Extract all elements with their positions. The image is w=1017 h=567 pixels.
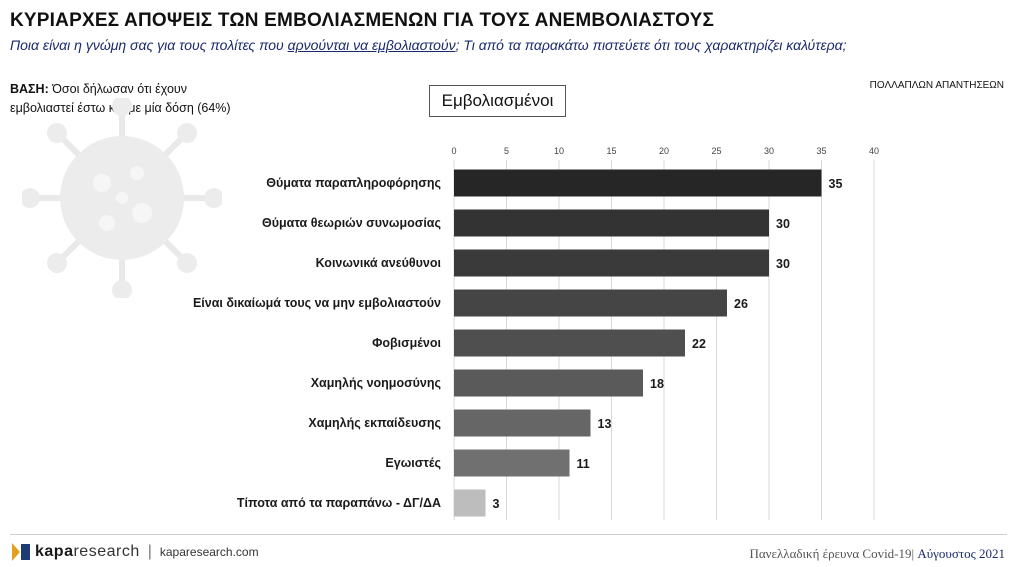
base-line1: Όσοι δήλωσαν ότι έχουν [48,82,188,96]
footer-divider [10,534,1007,535]
page-title: ΚΥΡΙΑΡΧΕΣ ΑΠΟΨΕΙΣ ΤΩΝ ΕΜΒΟΛΙΑΣΜΕΝΩΝ ΓΙΑ … [10,10,715,31]
virus-watermark-icon [22,98,222,298]
data-label: 13 [598,417,612,431]
survey-footer: Πανελλαδική έρευνα Covid-19| Αύγουστος 2… [749,546,1005,562]
x-tick-label: 10 [554,146,564,156]
question-subtitle: Ποια είναι η γνώμη σας για τους πολίτες … [10,37,847,53]
data-label: 30 [776,217,790,231]
bar [454,329,685,357]
category-label: Θύματα θεωριών συνωμοσίας [262,216,441,230]
x-tick-label: 20 [659,146,669,156]
subtitle-underlined: αρνούνται να εμβολιαστούν [287,37,456,53]
multiple-answers-note: ΠΟΛΛΑΠΛΩΝ ΑΠΑΝΤΗΣΕΩΝ [869,80,1004,91]
data-label: 30 [776,257,790,271]
x-tick-label: 15 [606,146,616,156]
base-label: ΒΑΣΗ: [10,82,49,96]
data-label: 11 [577,457,590,471]
data-label: 22 [692,337,706,351]
x-tick-label: 25 [711,146,721,156]
kapa-research-logo: kapa research | kaparesearch.com [10,542,259,562]
panel-label-vaccinated: Εμβολιασμένοι [429,85,566,117]
bar [454,489,486,517]
data-label: 35 [829,177,843,191]
kapa-logo-mark-icon [12,543,30,561]
bar [454,289,727,317]
subtitle-suffix: ; Τι από τα παρακάτω πιστεύετε ότι τους … [455,37,847,53]
website-link[interactable]: kaparesearch.com [159,545,259,559]
bar [454,249,769,277]
footer-separator: | [147,543,152,560]
bar [454,409,591,437]
bar [454,169,822,197]
survey-date: Αύγουστος 2021 [914,546,1005,561]
category-label: Χαμηλής νοημοσύνης [311,376,441,390]
category-label: Χαμηλής εκπαίδευσης [308,416,441,430]
category-label: Θύματα παραπληροφόρησης [266,176,441,190]
subtitle-prefix: Ποια είναι η γνώμη σας για τους πολίτες … [10,37,288,53]
survey-name: Πανελλαδική έρευνα Covid-19| [749,546,915,561]
brand-rest: research [73,543,140,560]
x-tick-label: 0 [451,146,456,156]
brand-bold: kapa [35,543,74,560]
category-label: Εγωιστές [385,456,441,470]
data-label: 3 [493,497,500,511]
category-label: Τίποτα από τα παραπάνω - ΔΓ/ΔΑ [237,496,441,510]
bar [454,209,769,237]
x-tick-label: 35 [816,146,826,156]
data-label: 26 [734,297,748,311]
category-label: Είναι δικαίωμά τους να μην εμβολιαστούν [193,296,441,310]
x-tick-label: 5 [504,146,509,156]
bar [454,369,643,397]
category-label: Κοινωνικά ανεύθυνοι [316,256,442,270]
x-tick-label: 30 [764,146,774,156]
x-tick-label: 40 [869,146,879,156]
bar [454,449,570,477]
category-label: Φοβισμένοι [372,336,441,350]
data-label: 18 [650,377,664,391]
